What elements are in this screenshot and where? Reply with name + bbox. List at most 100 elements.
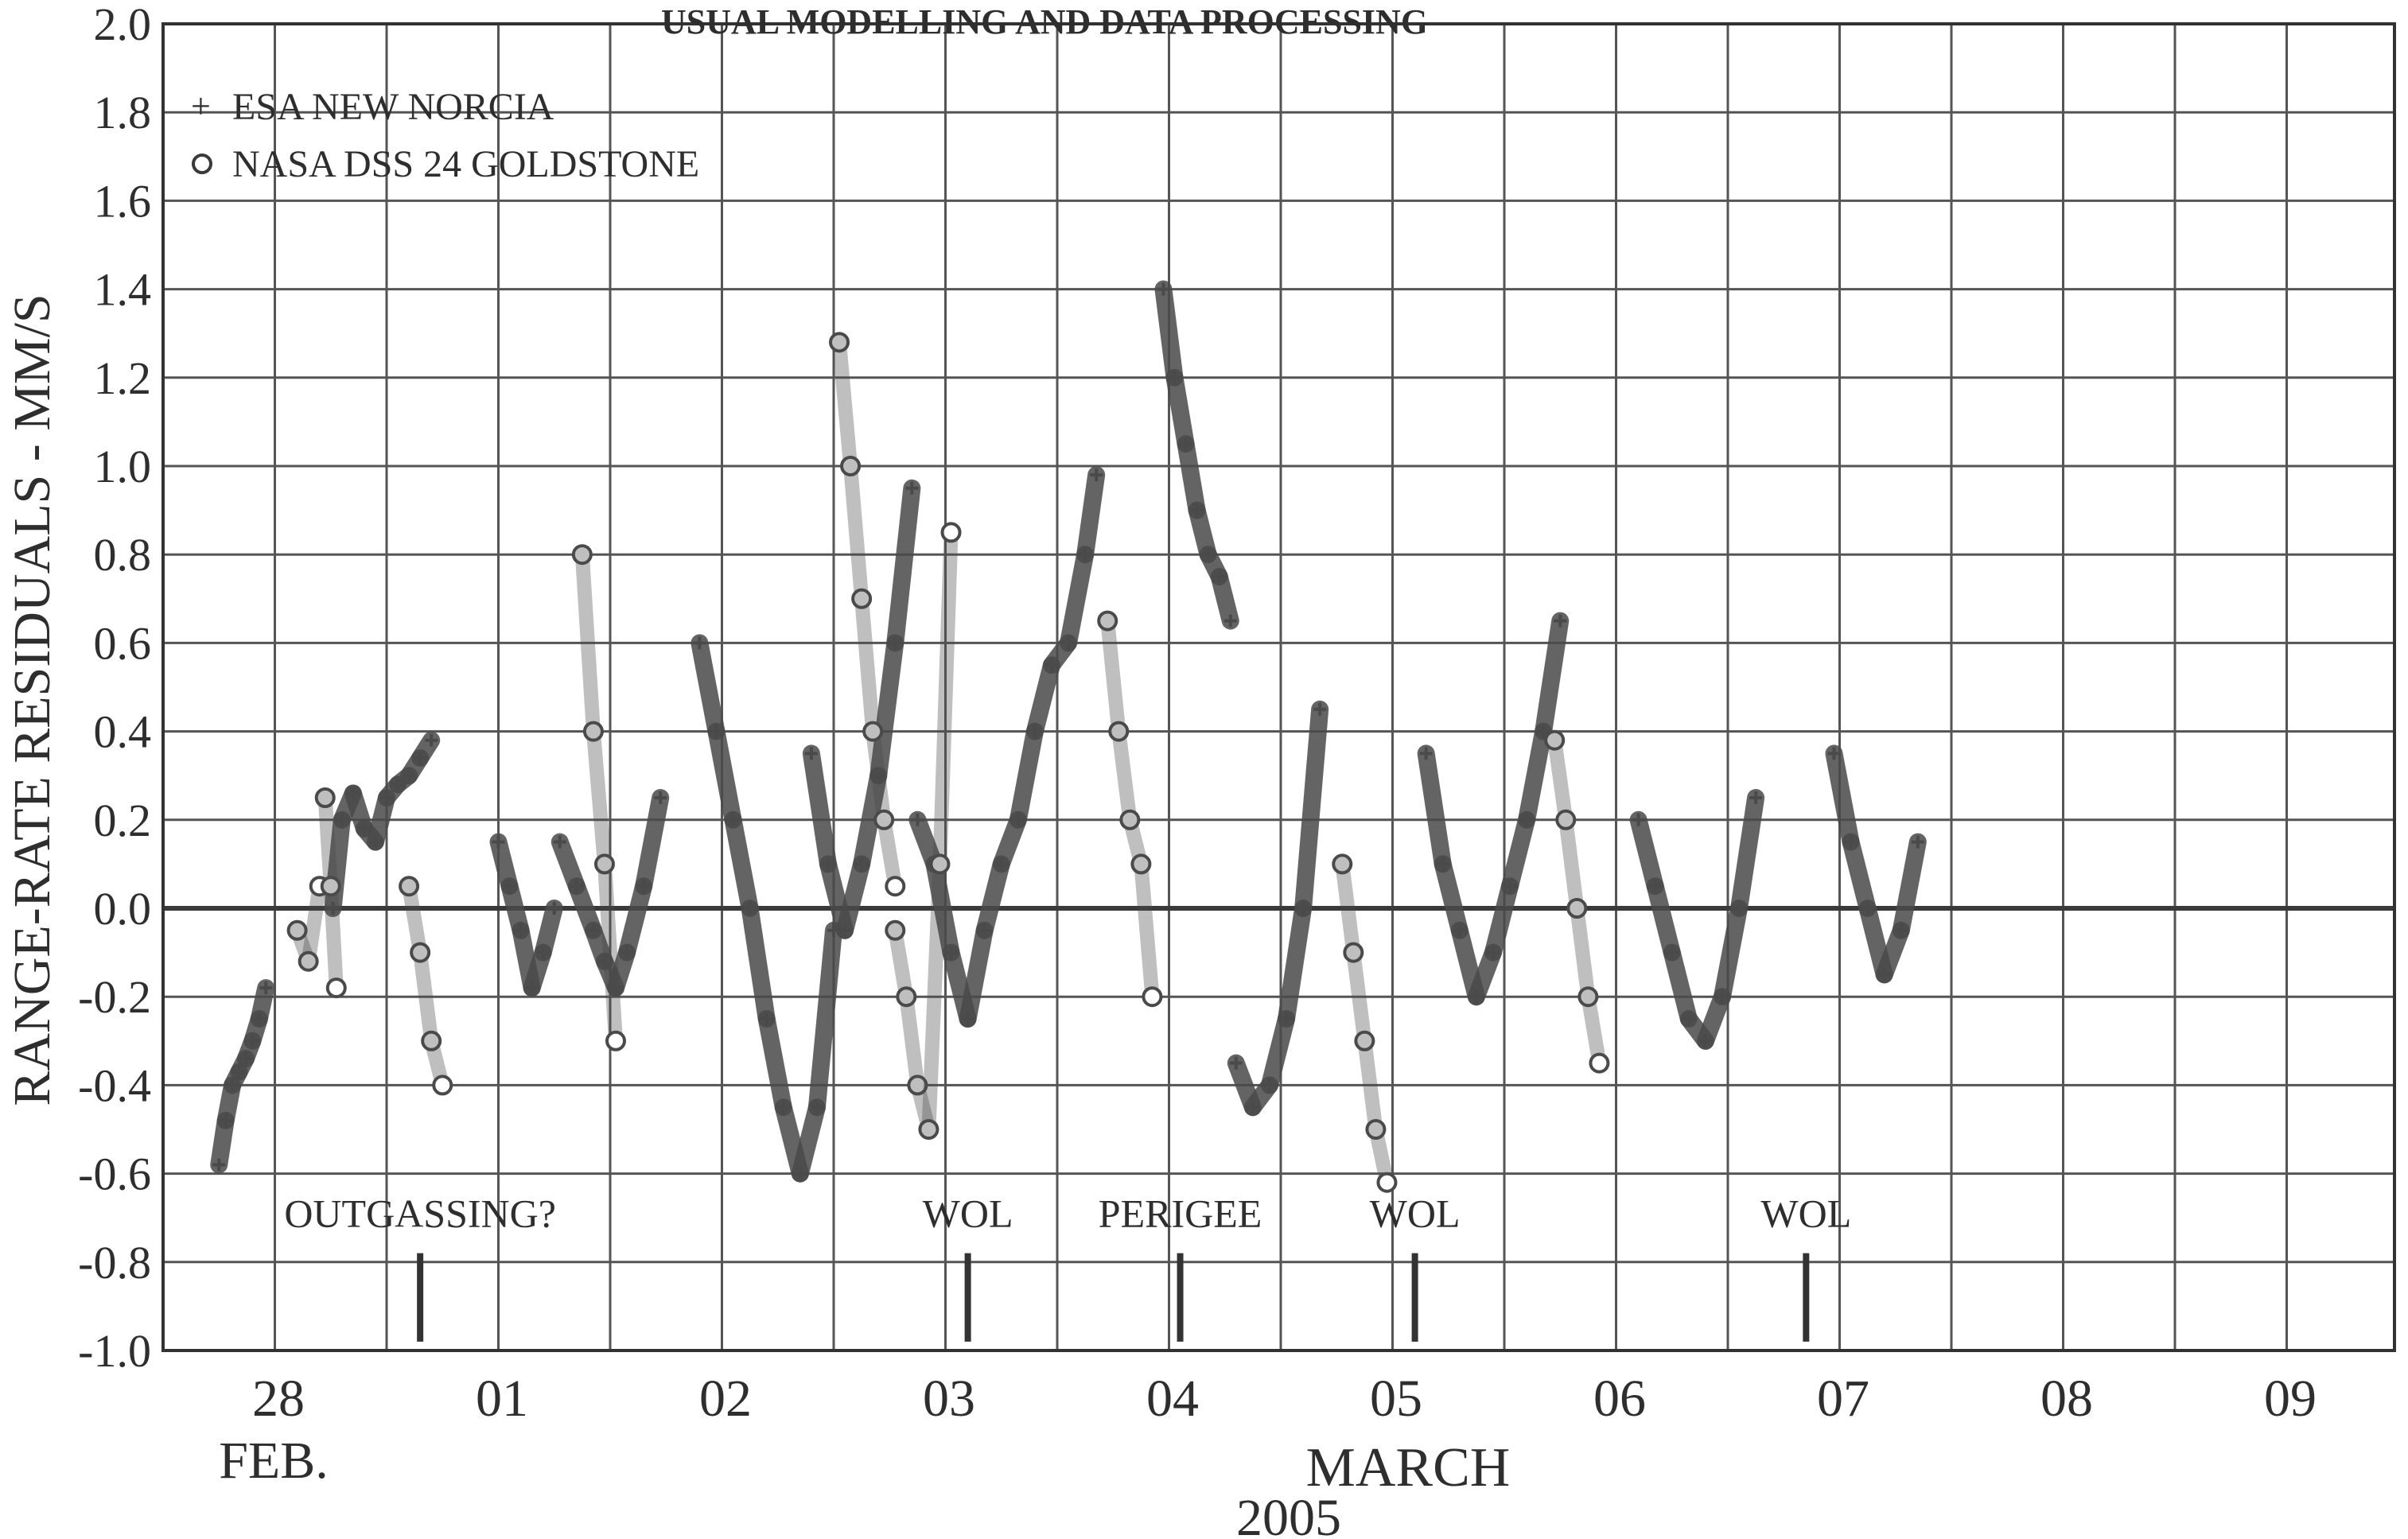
annotation-label: WOL bbox=[1370, 1191, 1461, 1235]
data-band bbox=[1629, 810, 1664, 896]
x-tick-label: 01 bbox=[476, 1370, 528, 1428]
data-band bbox=[317, 791, 338, 894]
data-point-circle bbox=[1343, 942, 1364, 963]
data-band bbox=[1842, 833, 1877, 917]
y-tick-label: 0.2 bbox=[94, 795, 152, 846]
data-point-plus bbox=[547, 902, 561, 915]
data-band bbox=[1165, 368, 1195, 453]
data-band bbox=[807, 921, 842, 1117]
data-band bbox=[1581, 989, 1607, 1071]
data-band bbox=[888, 923, 914, 1005]
data-point-circle bbox=[1332, 853, 1353, 875]
annotation-label: PERIGEE bbox=[1099, 1191, 1262, 1235]
data-band bbox=[869, 634, 904, 785]
data-band bbox=[877, 812, 903, 894]
data-band bbox=[1278, 900, 1313, 1028]
data-point-circle bbox=[286, 919, 308, 941]
legend-circle-marker bbox=[192, 154, 212, 174]
annotations: OUTGASSING? WOL PERIGEE WOL WOL bbox=[284, 1191, 1851, 1342]
data-point-plus bbox=[1911, 835, 1924, 849]
y-tick-label: -0.6 bbox=[78, 1148, 151, 1200]
data-point-plus bbox=[1554, 614, 1567, 628]
data-band bbox=[854, 591, 881, 739]
data-band bbox=[724, 810, 759, 917]
data-point-circle bbox=[907, 1075, 928, 1096]
data-band bbox=[741, 900, 776, 1028]
data-point-circle bbox=[399, 876, 420, 897]
data-band bbox=[1570, 901, 1596, 1005]
data-point-circle bbox=[593, 853, 615, 875]
data-point-circle bbox=[1544, 729, 1566, 751]
data-point-circle bbox=[1365, 1119, 1387, 1140]
data-point-circle bbox=[840, 456, 862, 476]
data-point-circle bbox=[940, 522, 962, 543]
data-point-circle bbox=[314, 787, 336, 808]
annotation-label: WOL bbox=[923, 1191, 1013, 1235]
y-tick-label: -0.4 bbox=[78, 1059, 151, 1111]
grid-lines bbox=[161, 22, 2394, 1352]
y-tick-label: 1.6 bbox=[94, 175, 152, 227]
x-axis-labels: 28 01 02 03 04 05 06 07 08 09 bbox=[252, 1370, 2317, 1428]
data-point-plus bbox=[259, 981, 273, 995]
data-point-circle bbox=[1354, 1030, 1375, 1051]
data-band bbox=[975, 855, 1010, 939]
x-tick-label: 06 bbox=[1593, 1370, 1646, 1428]
data-point-circle bbox=[1566, 898, 1588, 919]
data-point-plus bbox=[654, 791, 667, 804]
data-band bbox=[707, 722, 742, 829]
data-band bbox=[1294, 700, 1329, 917]
data-band bbox=[1434, 855, 1469, 939]
data-point-circle bbox=[1577, 986, 1599, 1008]
series-nasa-dss24-goldstone bbox=[286, 332, 1610, 1193]
data-point-circle bbox=[605, 1030, 627, 1051]
legend-entry-nasa: NASA DSS 24 GOLDSTONE bbox=[232, 143, 699, 185]
data-band bbox=[866, 724, 892, 827]
data-band bbox=[574, 547, 601, 739]
y-tick-label: 0.0 bbox=[94, 883, 152, 935]
axes: 2.0 1.8 1.6 1.4 1.2 1.0 0.8 0.6 0.4 0.2 0.0 -0.2 -0.… bbox=[78, 0, 2396, 1377]
legend-plus-marker: + bbox=[191, 87, 211, 126]
data-band bbox=[1134, 857, 1160, 1005]
data-band bbox=[959, 921, 994, 1028]
y-tick-label: 0.6 bbox=[94, 617, 152, 669]
x-tick-label: 02 bbox=[699, 1370, 752, 1428]
chart-title: USUAL MODELLING AND DATA PROCESSING bbox=[661, 2, 1428, 41]
data-point-plus bbox=[425, 733, 438, 747]
data-band bbox=[1154, 280, 1184, 387]
data-point-circle bbox=[582, 721, 604, 742]
data-band bbox=[1009, 722, 1044, 829]
data-point-circle bbox=[862, 721, 884, 742]
x-sub-month: MARCH bbox=[1306, 1437, 1511, 1498]
annotation-label: OUTGASSING? bbox=[284, 1191, 556, 1235]
data-band bbox=[925, 855, 960, 962]
data-point-circle bbox=[918, 1119, 939, 1140]
data-band bbox=[899, 989, 925, 1093]
legend: + ESA NEW NORCIA NASA DSS 24 GOLDSTONE bbox=[191, 86, 699, 185]
data-band bbox=[1730, 789, 1765, 917]
data-point-circle bbox=[320, 876, 341, 897]
data-band bbox=[618, 877, 653, 962]
data-band bbox=[597, 857, 624, 1048]
data-band bbox=[413, 945, 439, 1048]
data-band bbox=[1535, 612, 1570, 740]
y-tick-label: -1.0 bbox=[78, 1325, 151, 1377]
data-band bbox=[1335, 857, 1361, 960]
data-band bbox=[791, 1098, 826, 1183]
x-tick-label: 08 bbox=[2040, 1370, 2093, 1428]
data-band bbox=[323, 879, 344, 996]
data-band bbox=[402, 879, 428, 960]
data-band bbox=[836, 855, 871, 939]
data-band bbox=[1210, 568, 1239, 630]
y-tick-label: -0.8 bbox=[78, 1237, 151, 1288]
y-tick-label: 1.0 bbox=[94, 441, 152, 492]
data-point-circle bbox=[1142, 986, 1163, 1008]
data-series bbox=[210, 280, 1927, 1193]
data-point-circle bbox=[1108, 721, 1130, 742]
data-band bbox=[1417, 744, 1452, 873]
data-band bbox=[411, 731, 441, 767]
data-band bbox=[1663, 943, 1698, 1028]
data-band bbox=[1111, 724, 1138, 827]
data-band bbox=[932, 525, 959, 872]
x-sub-feb: FEB. bbox=[219, 1432, 329, 1490]
